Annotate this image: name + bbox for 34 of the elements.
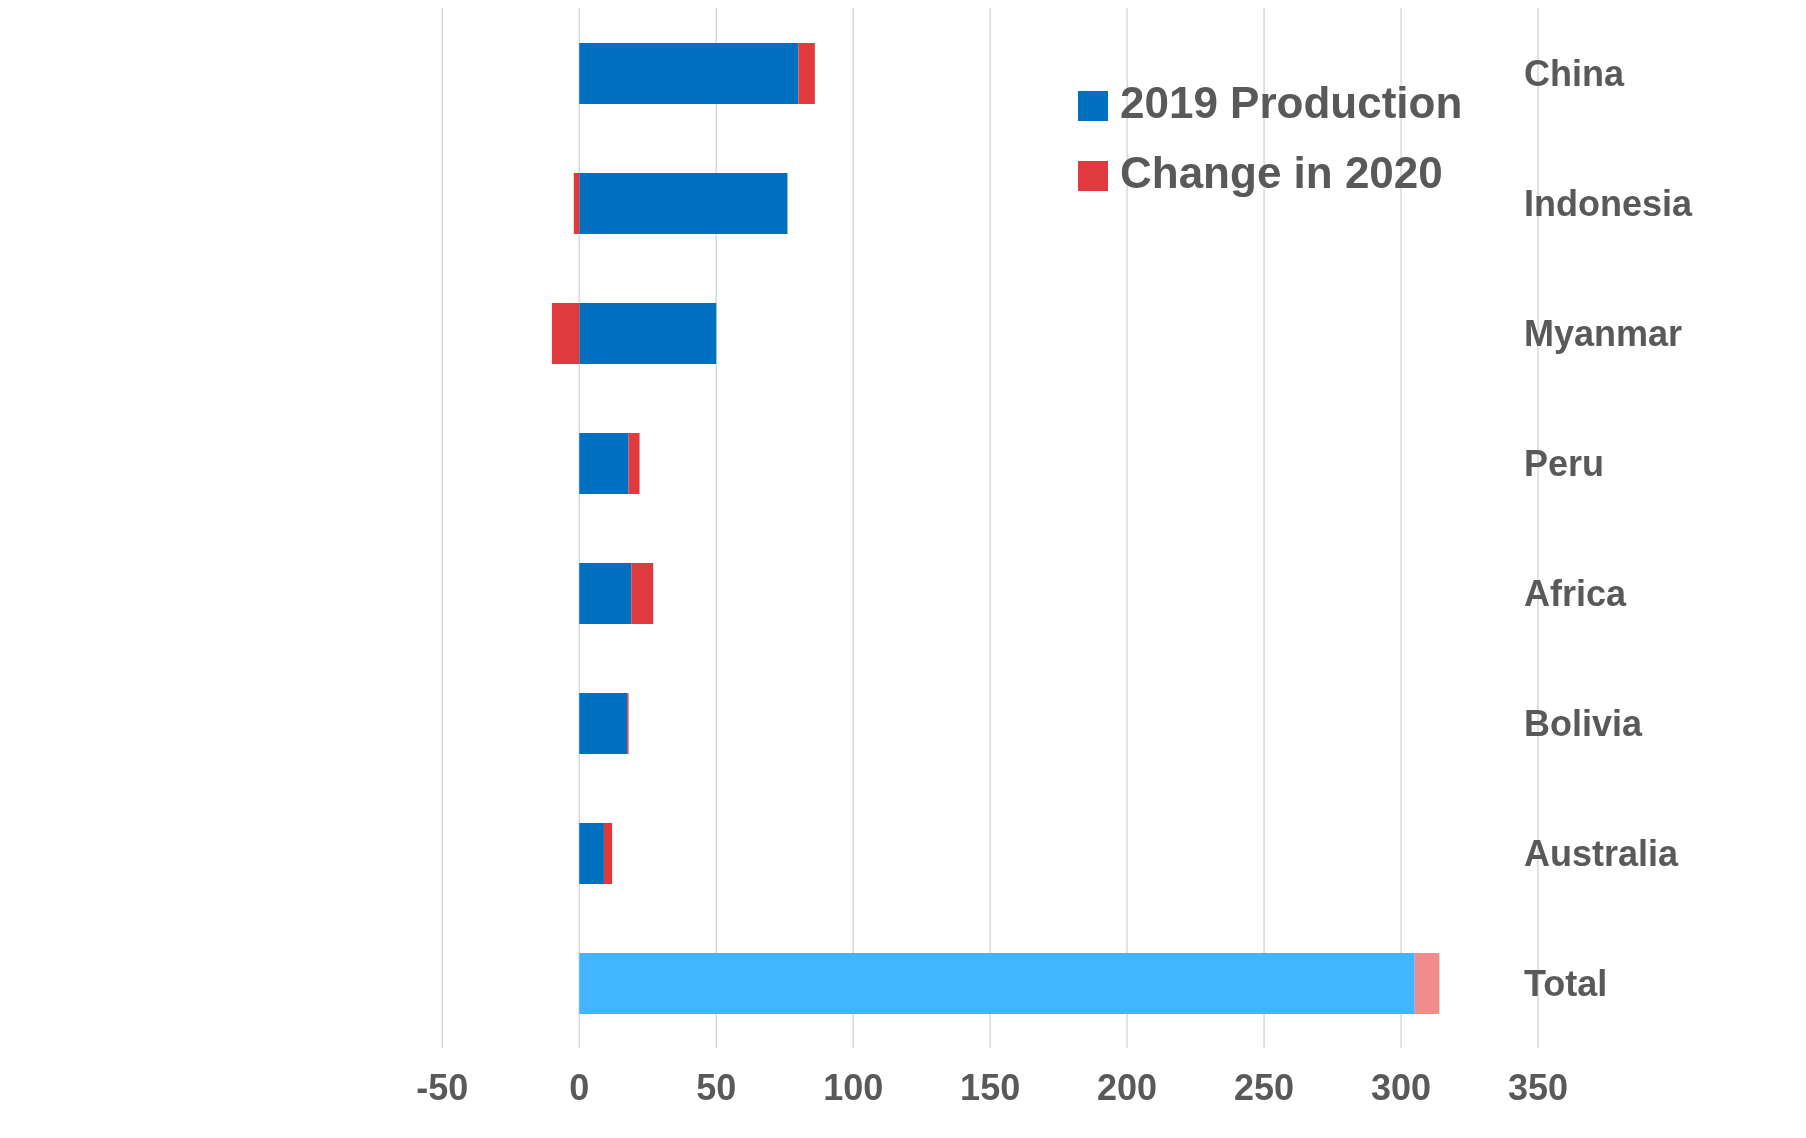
legend-label: Change in 2020 xyxy=(1120,148,1443,197)
y-tick-label: Africa xyxy=(1524,572,1628,614)
x-tick-label: 0 xyxy=(569,1066,590,1108)
bar xyxy=(579,173,788,234)
x-tick-label: 250 xyxy=(1234,1066,1295,1108)
x-tick-label: 350 xyxy=(1507,1066,1569,1108)
x-tick-label: 200 xyxy=(1097,1066,1158,1108)
bar xyxy=(1414,953,1440,1014)
x-tick-label: 50 xyxy=(696,1066,737,1108)
x-tick-label: -50 xyxy=(416,1066,469,1108)
bar xyxy=(579,43,799,104)
y-tick-label: Peru xyxy=(1524,442,1605,484)
legend-label: 2019 Production xyxy=(1120,78,1463,127)
y-tick-label: Bolivia xyxy=(1524,702,1644,744)
y-tick-label: China xyxy=(1524,52,1625,94)
bar xyxy=(603,823,613,884)
y-tick-label: Myanmar xyxy=(1524,312,1683,354)
bar xyxy=(579,693,628,754)
y-tick-label: Indonesia xyxy=(1524,182,1694,224)
y-tick-label: Australia xyxy=(1524,832,1680,874)
x-tick-label: 300 xyxy=(1371,1066,1432,1108)
bar xyxy=(798,43,815,104)
y-tick-label: Total xyxy=(1524,962,1608,1004)
bar xyxy=(579,433,629,494)
x-tick-label: 100 xyxy=(823,1066,884,1108)
bar xyxy=(631,563,654,624)
bar xyxy=(628,433,640,494)
x-tick-label: 150 xyxy=(960,1066,1021,1108)
bar xyxy=(579,823,604,884)
bar xyxy=(579,303,717,364)
bar xyxy=(579,563,632,624)
bar xyxy=(573,173,580,234)
bar xyxy=(551,303,580,364)
bar xyxy=(579,953,1415,1014)
